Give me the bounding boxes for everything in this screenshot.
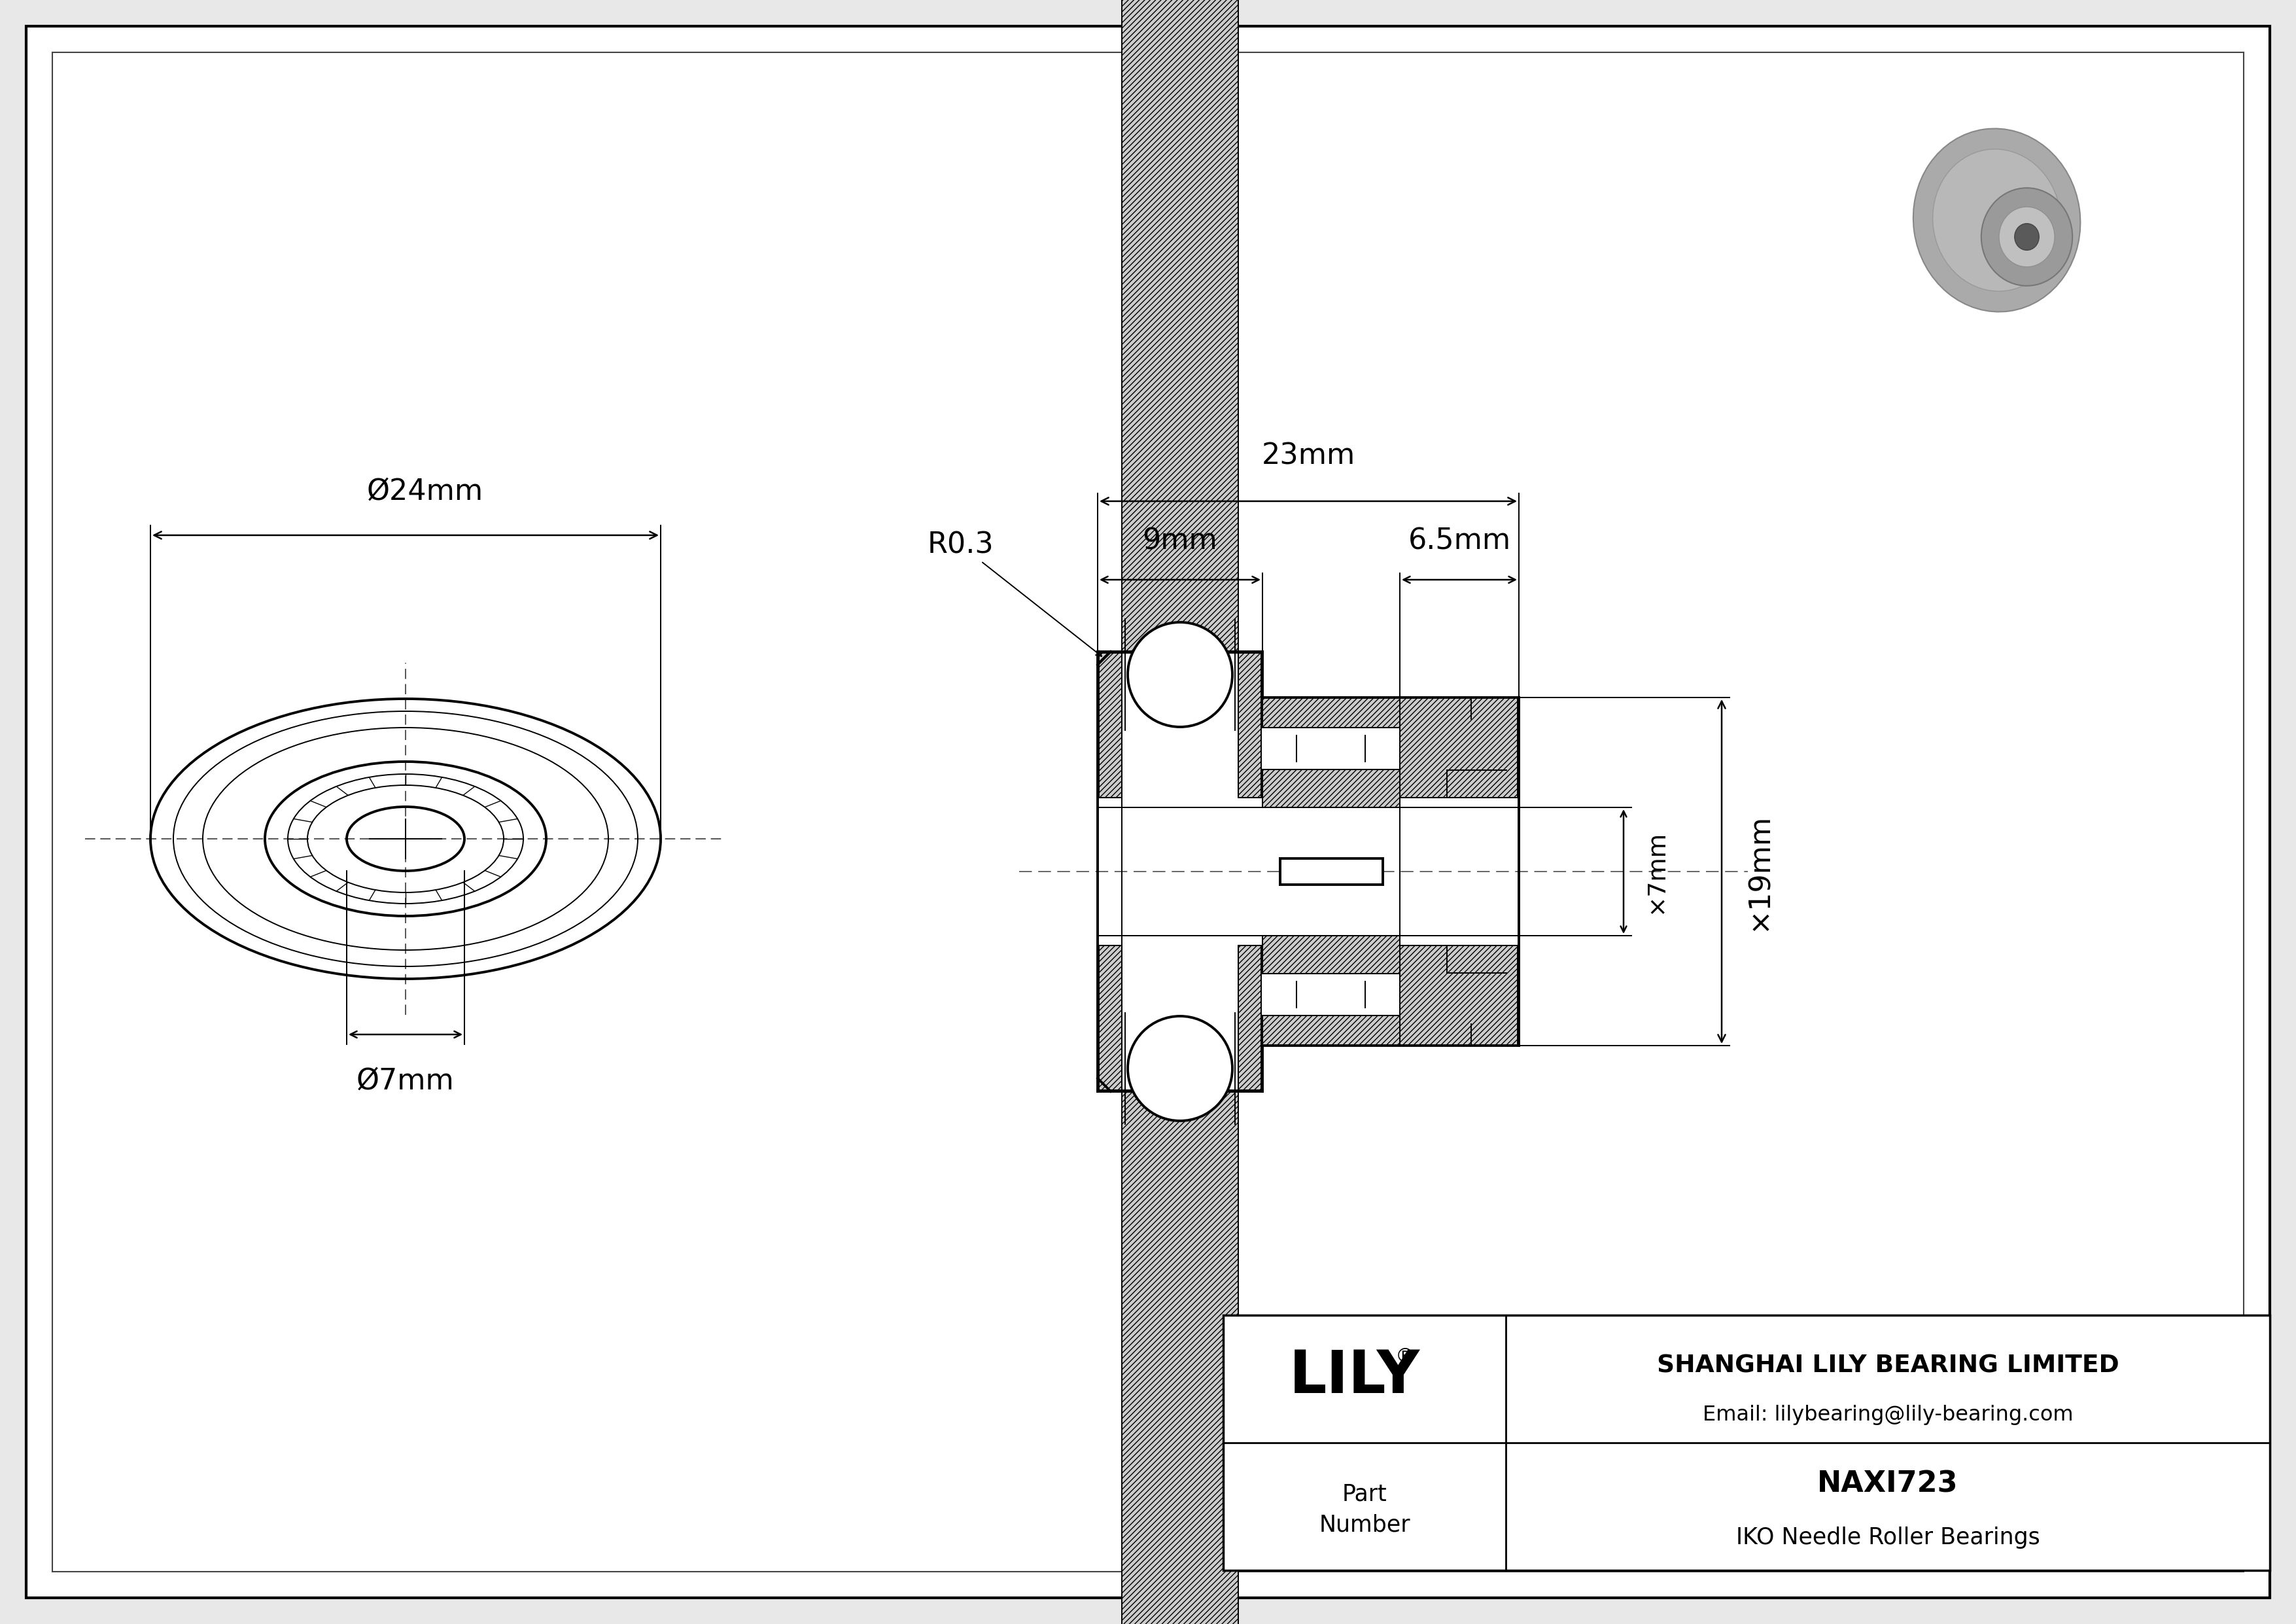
Text: Ø24mm: Ø24mm xyxy=(367,477,484,505)
Text: 23mm: 23mm xyxy=(1261,442,1355,469)
Circle shape xyxy=(1127,1017,1233,1121)
Text: Email: lilybearing@lily-bearing.com: Email: lilybearing@lily-bearing.com xyxy=(1704,1405,2073,1426)
Circle shape xyxy=(1127,622,1233,728)
Text: IKO Needle Roller Bearings: IKO Needle Roller Bearings xyxy=(1736,1527,2039,1549)
Text: Part
Number: Part Number xyxy=(1318,1483,1410,1536)
Ellipse shape xyxy=(1913,128,2080,312)
Polygon shape xyxy=(1263,1015,1401,1046)
Text: NAXI723: NAXI723 xyxy=(1818,1470,1958,1497)
Text: 9mm: 9mm xyxy=(1143,526,1217,555)
Polygon shape xyxy=(1123,1090,1238,1624)
Polygon shape xyxy=(1100,945,1123,1090)
Polygon shape xyxy=(1238,653,1261,797)
Polygon shape xyxy=(1263,697,1401,728)
Polygon shape xyxy=(1263,935,1401,974)
Bar xyxy=(1224,1315,2271,1570)
Polygon shape xyxy=(1401,697,1518,797)
Text: SHANGHAI LILY BEARING LIMITED: SHANGHAI LILY BEARING LIMITED xyxy=(1658,1354,2119,1379)
Text: 6.5mm: 6.5mm xyxy=(1407,526,1511,555)
Text: R0.3: R0.3 xyxy=(928,531,1102,656)
Text: Ø7mm: Ø7mm xyxy=(356,1067,455,1095)
Ellipse shape xyxy=(1933,149,2062,291)
Text: ×19mm: ×19mm xyxy=(1745,812,1773,931)
Bar xyxy=(1097,651,1520,1091)
Polygon shape xyxy=(1401,945,1518,1046)
Polygon shape xyxy=(1100,653,1123,797)
Ellipse shape xyxy=(2014,224,2039,250)
Polygon shape xyxy=(1263,770,1401,807)
Polygon shape xyxy=(1238,945,1261,1090)
Ellipse shape xyxy=(1981,188,2073,286)
Text: ®: ® xyxy=(1396,1348,1414,1366)
Polygon shape xyxy=(1123,0,1238,653)
Bar xyxy=(1281,859,1382,885)
Text: ×7mm: ×7mm xyxy=(1644,830,1667,913)
Ellipse shape xyxy=(2000,206,2055,266)
Text: LILY: LILY xyxy=(1290,1348,1421,1405)
